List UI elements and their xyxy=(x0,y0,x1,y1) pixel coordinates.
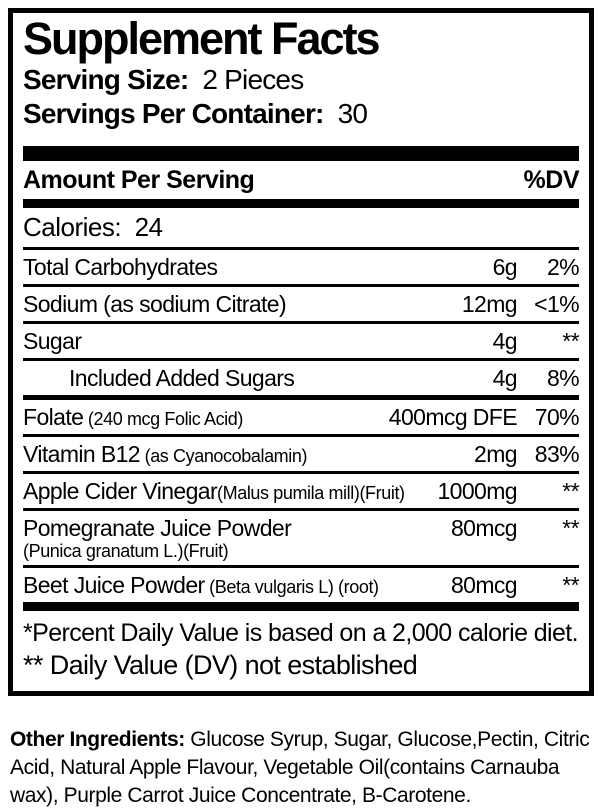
divider-bar-bottom xyxy=(23,602,579,612)
nutrient-dv: 83% xyxy=(534,441,580,468)
servings-per-container-value: 30 xyxy=(337,97,368,129)
footnotes: *Percent Daily Value is based on a 2,000… xyxy=(23,611,579,687)
nutrient-detail: (as sodium Citrate) xyxy=(97,291,287,318)
calories-row: Calories: 24 xyxy=(23,208,579,250)
servings-per-container-line: Servings Per Container: 30 xyxy=(23,97,579,131)
nutrient-detail-below: (Punica granatum L.)(Fruit) xyxy=(23,541,229,562)
nutrient-detail: (240 mcg Folic Acid) xyxy=(83,409,243,430)
nutrient-detail: (Malus pumila mill)(Fruit) xyxy=(217,483,405,504)
calories-value: 24 xyxy=(134,212,163,242)
servings-per-container-label: Servings Per Container: xyxy=(23,97,324,129)
nutrient-amount: 12mg xyxy=(461,291,518,318)
other-ingredients-text: Glucose Syrup, Sugar, Glucose,Pectin, Ci… xyxy=(10,728,590,807)
amount-per-serving-label: Amount Per Serving xyxy=(23,166,255,194)
serving-size-line: Serving Size: 2 Pieces xyxy=(23,63,579,97)
nutrient-amount: 1000mg xyxy=(437,478,517,505)
serving-size-label: Serving Size: xyxy=(23,63,189,95)
nutrient-dv: 70% xyxy=(534,404,580,431)
calories-spacer xyxy=(128,212,135,242)
nutrient-dv: ** xyxy=(562,478,579,505)
other-ingredients-label: Other Ingredients: xyxy=(10,728,185,751)
other-ingredients-paragraph: Other Ingredients: Glucose Syrup, Sugar,… xyxy=(10,726,598,810)
nutrient-detail: (Beta vulgaris L) (root) xyxy=(204,577,379,598)
nutrient-name: Sodium xyxy=(23,291,98,318)
nutrient-amount: 400mcg DFE xyxy=(388,404,518,431)
calories-label: Calories: xyxy=(23,212,122,242)
nutrient-amount: 6g xyxy=(492,254,518,280)
nutrient-row: Folate (240 mcg Folic Acid) 400mcg DFE 7… xyxy=(23,400,580,438)
nutrient-name: Pomegranate Juice Powder xyxy=(23,515,292,542)
nutrient-detail: (as Cyanocobalamin) xyxy=(140,446,308,467)
nutrient-row: Beet Juice Powder (Beta vulgaris L) (roo… xyxy=(23,568,580,602)
nutrient-row: Sodium (as sodium Citrate) 12mg <1% xyxy=(23,287,580,325)
nutrient-dv: 8% xyxy=(546,365,580,392)
nutrient-dv: 2% xyxy=(546,254,580,280)
nutrient-name-cell: Beet Juice Powder (Beta vulgaris L) (roo… xyxy=(23,571,445,599)
dv-header-label: %DV xyxy=(523,166,580,194)
servings-spacer xyxy=(331,98,338,129)
nutrient-row: Pomegranate Juice Powder (Punica granatu… xyxy=(23,511,580,569)
nutrient-row: Total Carbohydrates 6g 2% xyxy=(23,250,580,288)
nutrient-dv: ** xyxy=(562,572,579,599)
nutrient-name-cell: Apple Cider Vinegar(Malus pumila mill)(F… xyxy=(23,477,431,505)
nutrient-name-cell: Sodium (as sodium Citrate) xyxy=(23,290,456,318)
nutrient-amount: 80mcg xyxy=(450,515,518,542)
panel-title: Supplement Facts xyxy=(23,13,381,64)
nutrient-name: Total Carbohydrates xyxy=(23,254,218,280)
nutrient-dv: ** xyxy=(562,328,579,355)
footnote-daily-value: *Percent Daily Value is based on a 2,000… xyxy=(23,619,579,648)
serving-size-value-text: 2 Pieces xyxy=(202,63,304,95)
nutrient-name-cell: Folate (240 mcg Folic Acid) xyxy=(23,403,383,431)
nutrient-row: Apple Cider Vinegar(Malus pumila mill)(F… xyxy=(23,474,580,512)
nutrient-name: Apple Cider Vinegar xyxy=(23,478,218,505)
nutrient-amount: 80mcg xyxy=(450,572,518,599)
nutrient-rows: Total Carbohydrates 6g 2% Sodium (as sod… xyxy=(23,250,580,602)
footnote-dv-not-established: ** Daily Value (DV) not established xyxy=(23,650,418,681)
nutrient-name-cell: Total Carbohydrates xyxy=(23,253,487,281)
nutrient-amount: 4g xyxy=(492,365,518,392)
nutrient-name-cell: Pomegranate Juice Powder (Punica granatu… xyxy=(23,514,445,562)
nutrient-name-cell: Included Added Sugars xyxy=(23,364,487,392)
nutrient-name: Beet Juice Powder xyxy=(23,572,205,599)
nutrient-dv: ** xyxy=(562,515,579,542)
nutrient-name: Included Added Sugars xyxy=(69,365,295,392)
nutrient-amount: 4g xyxy=(492,328,518,355)
nutrient-dv: <1% xyxy=(534,291,579,318)
nutrient-row: Included Added Sugars 4g 8% xyxy=(23,361,580,401)
nutrient-name: Vitamin B12 xyxy=(23,441,141,468)
divider-bar-header xyxy=(23,199,579,208)
supplement-facts-panel: Supplement Facts Serving Size: 2 Pieces … xyxy=(8,8,594,697)
nutrient-row: Sugar 4g ** xyxy=(23,324,580,362)
nutrient-name: Sugar xyxy=(23,328,82,355)
nutrient-name-cell: Sugar xyxy=(23,327,487,355)
nutrient-row: Vitamin B12 (as Cyanocobalamin) 2mg 83% xyxy=(23,437,580,475)
nutrient-name-cell: Vitamin B12 (as Cyanocobalamin) xyxy=(23,440,468,468)
nutrient-amount: 2mg xyxy=(474,441,518,468)
nutrient-name: Folate xyxy=(23,404,84,431)
divider-bar-top xyxy=(23,146,579,161)
amount-per-serving-header: Amount Per Serving %DV xyxy=(23,161,580,199)
